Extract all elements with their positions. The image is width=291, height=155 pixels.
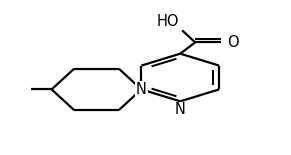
Text: N: N [136,82,147,97]
Text: N: N [175,102,186,117]
Text: O: O [227,35,239,50]
Text: HO: HO [157,14,179,29]
